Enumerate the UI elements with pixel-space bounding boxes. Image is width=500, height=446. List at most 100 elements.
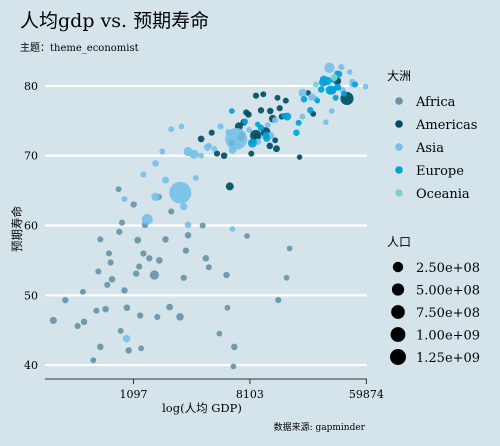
- data-point-africa: [140, 250, 147, 257]
- data-point-africa: [180, 274, 187, 281]
- data-point-africa: [123, 304, 131, 312]
- data-point-americas: [243, 109, 250, 116]
- data-point-asia: [225, 128, 232, 136]
- data-point-africa: [95, 268, 102, 275]
- chart-subtitle: 主题：theme_economist: [20, 42, 139, 54]
- color-legend-title: 大洲: [387, 69, 411, 83]
- data-point-africa: [130, 201, 137, 208]
- data-point-americas: [208, 129, 215, 136]
- data-point-africa: [223, 271, 230, 279]
- data-point-africa: [121, 287, 128, 294]
- color-legend: Africa Americas Asia Europe Oceania: [395, 95, 477, 202]
- chart-caption: 数据来源: gapminder: [274, 421, 366, 433]
- data-point-africa: [96, 343, 104, 351]
- data-point-oceania: [330, 73, 338, 82]
- legend-key-americas: [395, 120, 403, 128]
- size-legend-title: 人口: [387, 235, 411, 249]
- data-point-africa: [102, 305, 109, 313]
- data-point-asia: [217, 123, 224, 130]
- data-point-asia: [140, 171, 147, 178]
- data-point-africa: [244, 233, 250, 239]
- data-point-africa: [176, 313, 184, 321]
- data-point-europe: [283, 112, 292, 121]
- data-point-africa: [168, 208, 175, 215]
- x-tick-label: 59874: [349, 388, 384, 401]
- data-point-asia: [246, 126, 253, 133]
- x-axis-title: log(人均 GDP): [162, 401, 242, 415]
- data-point-europe: [340, 90, 347, 97]
- data-point-asia: [152, 160, 159, 167]
- data-point-africa: [49, 316, 57, 324]
- data-point-europe: [295, 119, 302, 126]
- data-point-americas: [282, 97, 289, 104]
- size-legend-label: 5.00e+08: [416, 284, 480, 299]
- data-point-asia: [362, 83, 369, 90]
- data-point-europe: [319, 75, 328, 84]
- data-point-europe: [293, 129, 300, 136]
- data-point-asia: [162, 176, 169, 184]
- data-point-asia: [122, 334, 131, 343]
- data-point-africa: [162, 236, 169, 243]
- data-point-africa: [115, 186, 122, 193]
- data-point-europe: [307, 107, 314, 114]
- data-point-oceania: [313, 81, 319, 88]
- data-point-africa: [275, 297, 282, 304]
- data-point-asia: [264, 122, 271, 128]
- data-point-asia: [298, 88, 307, 98]
- y-tick-label: 50: [24, 289, 38, 302]
- data-point-europe: [352, 81, 359, 88]
- legend-key-africa: [395, 97, 403, 105]
- data-point-asia: [159, 148, 166, 155]
- data-point-africa: [146, 255, 153, 262]
- data-point-africa: [138, 345, 145, 352]
- data-point-americas: [220, 152, 228, 160]
- size-legend-key: [390, 327, 406, 342]
- data-point-asia: [121, 196, 128, 202]
- y-tick-label: 40: [24, 359, 38, 372]
- data-point-africa: [105, 250, 113, 257]
- y-tick-labels: 40 50 60 70 80: [24, 80, 38, 372]
- data-point-africa: [205, 264, 212, 271]
- data-point-africa: [286, 245, 293, 252]
- data-point-asia: [272, 116, 279, 124]
- data-point-africa: [224, 304, 231, 311]
- data-point-europe: [336, 70, 343, 78]
- data-point-africa: [79, 288, 86, 295]
- data-point-africa: [136, 263, 143, 270]
- data-point-africa: [133, 270, 140, 277]
- legend-key-europe: [395, 166, 403, 174]
- data-point-africa: [62, 296, 69, 304]
- size-legend-key: [391, 283, 405, 296]
- data-point-africa: [97, 236, 104, 243]
- data-point-americas: [248, 150, 255, 157]
- size-legend-label: 1.00e+09: [416, 329, 480, 344]
- data-point-europe: [247, 138, 257, 148]
- data-point-asia: [141, 213, 153, 225]
- x-tick-label: 1097: [119, 388, 147, 401]
- data-point-europe: [317, 86, 325, 93]
- legend-label-americas: Americas: [415, 118, 477, 133]
- data-point-africa: [230, 363, 237, 370]
- data-point-africa: [182, 247, 190, 254]
- data-point-americas: [273, 145, 280, 153]
- data-point-americas: [267, 107, 274, 115]
- data-point-africa: [184, 231, 192, 239]
- data-point-europe: [257, 124, 265, 132]
- data-point-americas: [276, 105, 283, 112]
- data-point-asia: [192, 175, 199, 181]
- y-tick-label: 60: [24, 219, 38, 232]
- size-legend-label: 7.50e+08: [416, 306, 480, 321]
- data-point-asia: [346, 69, 353, 75]
- legend-key-asia: [395, 143, 403, 151]
- data-point-africa: [117, 327, 124, 334]
- x-tick-label: 8103: [236, 388, 264, 401]
- data-point-africa: [74, 322, 81, 330]
- data-point-americas: [274, 94, 281, 101]
- legend-label-europe: Europe: [416, 164, 464, 179]
- size-legend-label: 1.25e+09: [416, 351, 480, 366]
- data-point-americas: [260, 91, 267, 98]
- data-point-africa: [154, 313, 161, 320]
- data-point-asia: [180, 202, 188, 211]
- size-legend-label: 2.50e+08: [416, 261, 480, 276]
- data-point-africa: [155, 257, 163, 264]
